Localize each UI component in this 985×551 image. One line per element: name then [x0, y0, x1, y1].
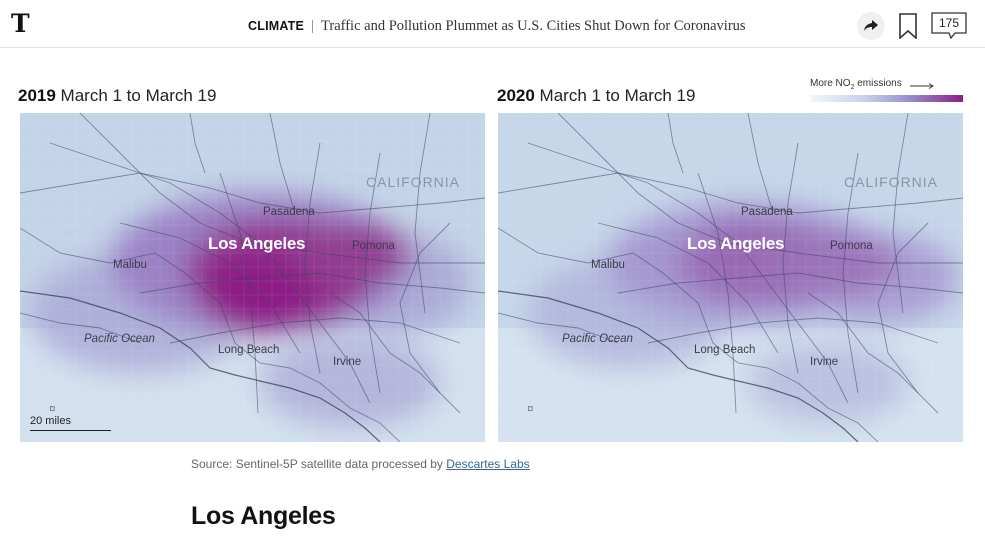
arrow-right-icon [910, 83, 934, 89]
label-pacific-ocean: Pacific Ocean [84, 333, 155, 345]
label-california: CALIFORNIA [366, 174, 461, 190]
article-headline: Traffic and Pollution Plummet as U.S. Ci… [321, 17, 746, 34]
divider [312, 19, 314, 33]
label-california: CALIFORNIA [844, 174, 939, 190]
map-title-2020: 2020 March 1 to March 19 [497, 86, 695, 106]
label-malibu: Malibu [591, 259, 625, 271]
label-los-angeles: Los Angeles [687, 234, 785, 253]
comment-count[interactable]: 175 [938, 16, 960, 30]
north-arrow-icon: ⌑ [528, 404, 533, 414]
share-button[interactable] [857, 12, 885, 40]
label-irvine: Irvine [810, 356, 839, 368]
headline-bar: CLIMATE Traffic and Pollution Plummet as… [248, 16, 746, 36]
legend-label: More NO2 emissions [810, 78, 902, 91]
bookmark-icon[interactable] [899, 13, 917, 39]
label-irvine: Irvine [333, 356, 362, 368]
no2-map-2019 [20, 113, 485, 442]
map-date-range: March 1 to March 19 [55, 86, 217, 105]
no2-legend: More NO2 emissions [810, 78, 963, 104]
map-source-credit: Source: Sentinel-5P satellite data proce… [191, 457, 530, 471]
legend-gradient-bar [810, 95, 963, 102]
label-long-beach: Long Beach [694, 344, 756, 356]
no2-map-2020 [498, 113, 963, 442]
map-year: 2019 [18, 86, 56, 105]
map-title-2019: 2019 March 1 to March 19 [18, 86, 216, 106]
section-heading: Los Angeles [191, 502, 336, 530]
map-year: 2020 [497, 86, 535, 105]
scale-label: 20 miles [30, 415, 71, 427]
label-los-angeles: Los Angeles [208, 234, 306, 253]
nyt-logo[interactable]: T [11, 9, 30, 38]
north-arrow-icon: ⌑ [50, 404, 55, 414]
map-2019[interactable]: Los Angeles Pasadena Pomona Malibu CALIF… [20, 113, 485, 442]
share-arrow-icon [864, 20, 878, 31]
map-date-range: March 1 to March 19 [534, 86, 696, 105]
scale-bar [30, 430, 111, 431]
label-pacific-ocean: Pacific Ocean [562, 333, 633, 345]
label-pomona: Pomona [830, 240, 873, 252]
label-pasadena: Pasadena [263, 206, 315, 218]
descartes-labs-link[interactable]: Descartes Labs [446, 457, 530, 471]
label-long-beach: Long Beach [218, 344, 280, 356]
map-2020[interactable]: Los Angeles Pasadena Pomona Malibu CALIF… [498, 113, 963, 442]
top-bar: T CLIMATE Traffic and Pollution Plummet … [0, 0, 985, 48]
label-pasadena: Pasadena [741, 206, 793, 218]
label-pomona: Pomona [352, 240, 395, 252]
comment-bubble-icon[interactable] [931, 12, 967, 39]
section-label[interactable]: CLIMATE [248, 19, 305, 33]
label-malibu: Malibu [113, 259, 147, 271]
